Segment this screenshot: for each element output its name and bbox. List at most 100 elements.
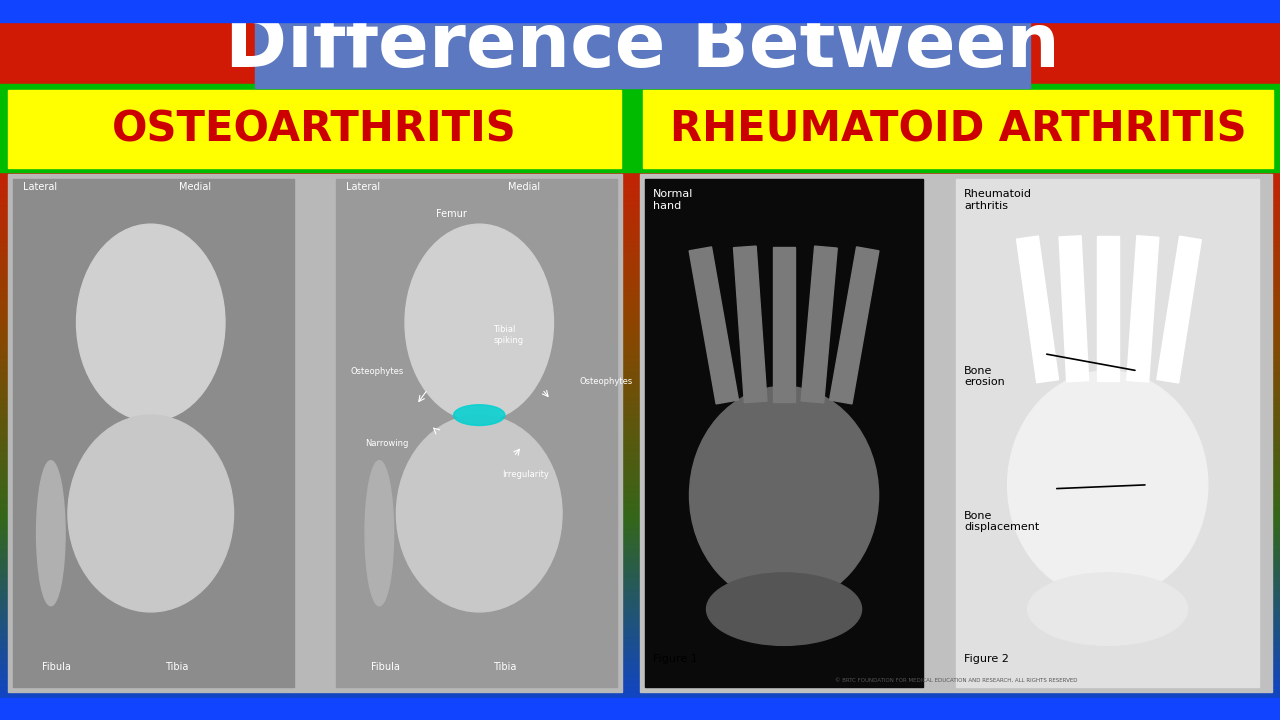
Bar	[0, 671, 1280, 673]
Bar	[0, 374, 1280, 376]
Bar	[0, 108, 1280, 109]
Bar	[0, 367, 1280, 369]
Bar	[0, 81, 1280, 83]
Ellipse shape	[397, 415, 562, 612]
Bar	[0, 236, 1280, 238]
Bar	[0, 205, 1280, 207]
Bar	[0, 229, 1280, 230]
Bar	[0, 441, 1280, 443]
Ellipse shape	[77, 224, 225, 421]
Bar	[0, 401, 1280, 403]
Bar	[0, 583, 1280, 585]
Bar	[0, 719, 1280, 720]
Bar	[0, 639, 1280, 641]
Bar	[0, 259, 1280, 261]
Bar	[0, 317, 1280, 318]
Bar	[0, 522, 1280, 523]
Bar	[0, 592, 1280, 594]
Bar	[0, 89, 1280, 90]
Bar	[0, 275, 1280, 277]
Bar	[0, 371, 1280, 373]
Bar	[0, 189, 1280, 191]
Bar	[0, 113, 1280, 115]
Bar	[0, 131, 1280, 133]
Bar	[0, 419, 1280, 421]
Bar	[0, 646, 1280, 648]
Bar	[0, 245, 1280, 246]
Bar	[0, 140, 1280, 143]
Text: Figure 2: Figure 2	[964, 654, 1009, 664]
Bar	[0, 171, 1280, 173]
Ellipse shape	[453, 405, 504, 426]
Bar	[0, 253, 1280, 256]
Bar	[0, 217, 1280, 220]
Bar	[0, 54, 1280, 55]
Bar	[0, 222, 1280, 223]
Bar	[0, 539, 1280, 540]
Bar	[0, 299, 1280, 301]
Bar	[0, 472, 1280, 474]
Bar	[0, 443, 1280, 444]
Bar	[0, 698, 1280, 720]
Bar	[0, 587, 1280, 588]
Bar	[0, 311, 1280, 313]
Text: OSTEOARTHRITIS: OSTEOARTHRITIS	[113, 108, 517, 150]
Bar	[0, 598, 1280, 599]
Bar	[0, 497, 1280, 498]
Bar	[0, 421, 1280, 423]
Bar	[0, 652, 1280, 654]
Bar	[0, 130, 1280, 131]
Bar	[0, 304, 1280, 306]
Bar	[0, 488, 1280, 490]
Bar	[0, 49, 1280, 50]
Bar	[0, 220, 1280, 222]
Bar	[0, 605, 1280, 606]
Bar	[0, 91, 1280, 94]
Bar	[0, 428, 1280, 430]
Bar	[0, 9, 1280, 11]
Bar	[0, 668, 1280, 670]
Bar	[0, 452, 1280, 454]
Bar	[0, 197, 1280, 198]
Bar	[0, 353, 1280, 355]
Text: Tibia: Tibia	[165, 662, 188, 672]
Bar	[0, 446, 1280, 448]
Bar	[0, 688, 1280, 690]
Bar	[0, 246, 1280, 248]
Bar	[0, 387, 1280, 389]
Bar	[0, 356, 1280, 358]
Bar	[0, 281, 1280, 282]
FancyArrow shape	[1157, 236, 1202, 383]
Bar	[0, 295, 1280, 297]
Bar	[0, 392, 1280, 395]
Bar	[0, 313, 1280, 315]
FancyArrow shape	[733, 246, 767, 402]
Bar	[0, 462, 1280, 464]
Text: Figure 1: Figure 1	[653, 654, 698, 664]
Bar	[0, 484, 1280, 486]
Bar	[0, 192, 1280, 194]
Bar	[0, 61, 1280, 63]
Bar	[0, 505, 1280, 508]
Bar	[0, 617, 1280, 619]
Bar	[0, 678, 1280, 680]
Bar	[0, 347, 1280, 349]
Bar	[0, 513, 1280, 515]
Bar	[0, 346, 1280, 347]
Bar	[0, 599, 1280, 601]
FancyArrow shape	[801, 246, 837, 403]
Bar	[0, 630, 1280, 632]
Bar	[0, 180, 1280, 181]
Bar	[0, 603, 1280, 605]
Ellipse shape	[404, 224, 553, 421]
Bar	[0, 284, 1280, 286]
Bar	[0, 342, 1280, 344]
Bar	[0, 126, 1280, 127]
Bar	[0, 43, 1280, 45]
Bar	[0, 268, 1280, 270]
Bar	[0, 230, 1280, 232]
Bar	[0, 569, 1280, 570]
Bar	[0, 493, 1280, 495]
Bar	[0, 30, 1280, 32]
Bar	[0, 666, 1280, 668]
